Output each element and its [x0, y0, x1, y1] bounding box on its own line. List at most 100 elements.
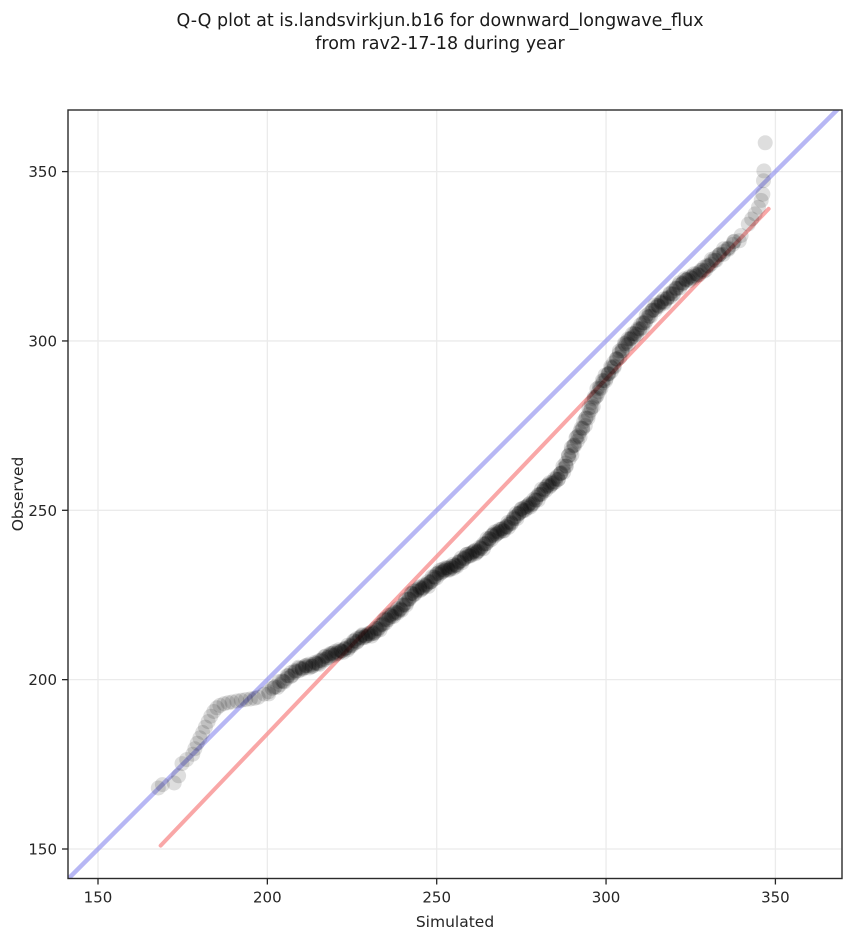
qq-point: [720, 241, 736, 257]
qq-point: [634, 320, 650, 336]
qq-point: [501, 516, 517, 532]
qq-point: [548, 471, 564, 487]
x-tick-labels: 150 200 250 300 350: [84, 889, 790, 907]
qq-point: [726, 234, 742, 250]
qq-point: [535, 484, 551, 499]
qq-point: [497, 520, 513, 536]
qq-point: [409, 583, 425, 599]
qq-point: [459, 547, 475, 562]
qq-point: [558, 455, 574, 471]
qq-point: [434, 565, 450, 581]
qq-point: [545, 474, 560, 490]
qq-point: [575, 420, 591, 436]
qq-point: [349, 634, 365, 650]
qq-point: [381, 610, 397, 626]
identity-line: [68, 110, 841, 879]
qq-point: [689, 267, 705, 283]
qq-point: [475, 536, 491, 552]
qq-point: [565, 438, 581, 454]
qq-point: [467, 542, 483, 558]
qq-point: [577, 418, 593, 434]
qq-point: [694, 262, 710, 278]
qq-point: [434, 561, 450, 577]
qq-point: [555, 458, 571, 474]
qq-point: [626, 326, 642, 341]
qq-point: [154, 777, 170, 793]
qq-point: [444, 559, 460, 575]
qq-point: [651, 299, 667, 314]
qq-point: [620, 336, 636, 352]
qq-point: [357, 629, 373, 645]
qq-point: [665, 283, 681, 299]
qq-point: [384, 609, 400, 624]
qq-point: [653, 294, 669, 310]
y-tick-label: 150: [28, 841, 57, 859]
qq-point: [731, 233, 747, 249]
qq-point: [700, 258, 716, 274]
qq-point: [197, 719, 213, 735]
qq-point: [451, 554, 467, 570]
qq-point: [325, 645, 341, 661]
y-axis-label: Observed: [9, 456, 27, 532]
qq-point: [478, 535, 494, 551]
qq-point: [479, 531, 495, 546]
qq-point: [404, 588, 420, 604]
qq-point: [185, 746, 201, 762]
qq-point: [672, 275, 688, 291]
qq-point: [681, 273, 697, 289]
qq-point: [390, 605, 406, 621]
qq-point: [521, 496, 537, 512]
qq-point: [603, 363, 619, 379]
qq-point: [747, 206, 763, 222]
qq-point: [432, 566, 447, 582]
qq-point: [503, 516, 519, 532]
qq-point: [429, 565, 445, 581]
qq-point: [287, 664, 303, 680]
qq-point: [512, 505, 528, 521]
qq-point: [340, 642, 356, 658]
qq-point: [680, 271, 696, 287]
qq-point: [583, 400, 599, 416]
qq-point: [404, 586, 420, 601]
qq-point: [623, 330, 639, 346]
qq-point: [514, 503, 530, 519]
qq-point: [314, 653, 330, 669]
qq-point: [503, 514, 519, 530]
qq-point: [566, 437, 582, 453]
qq-point: [464, 547, 480, 563]
qq-point: [668, 281, 684, 297]
qq-point: [489, 525, 505, 541]
qq-point: [360, 626, 376, 642]
qq-point: [688, 266, 704, 282]
qq-point: [505, 510, 521, 526]
qq-point: [378, 611, 394, 627]
qq-point: [229, 693, 245, 709]
qq-point: [686, 266, 702, 282]
qq-point: [484, 528, 500, 544]
qq-point: [327, 647, 343, 663]
qq-point: [369, 621, 385, 637]
chart-title-line2: from rav2-17-18 during year: [315, 34, 565, 54]
qq-point: [563, 444, 579, 459]
qq-point: [371, 621, 387, 636]
qq-point: [558, 458, 574, 474]
qq-point: [304, 658, 320, 674]
qq-point: [352, 630, 368, 646]
qq-point: [744, 211, 760, 227]
qq-point: [363, 624, 379, 640]
qq-point: [428, 570, 444, 586]
qq-point: [533, 486, 549, 502]
qq-point: [588, 389, 604, 405]
qq-point: [352, 629, 368, 645]
qq-point: [508, 505, 524, 521]
qq-point: [421, 578, 436, 594]
qq-point: [626, 329, 642, 344]
qq-point: [513, 501, 529, 517]
qq-point: [550, 471, 566, 487]
qq-point: [518, 499, 534, 515]
qq-point: [266, 680, 282, 695]
qq-point: [556, 464, 572, 480]
qq-point: [305, 657, 321, 673]
qq-point: [572, 429, 588, 445]
qq-point: [753, 192, 769, 208]
